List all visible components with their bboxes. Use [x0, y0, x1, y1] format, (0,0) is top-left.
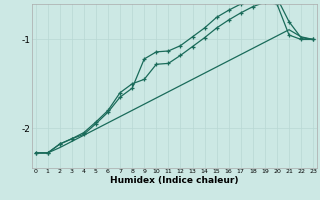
X-axis label: Humidex (Indice chaleur): Humidex (Indice chaleur): [110, 176, 239, 185]
